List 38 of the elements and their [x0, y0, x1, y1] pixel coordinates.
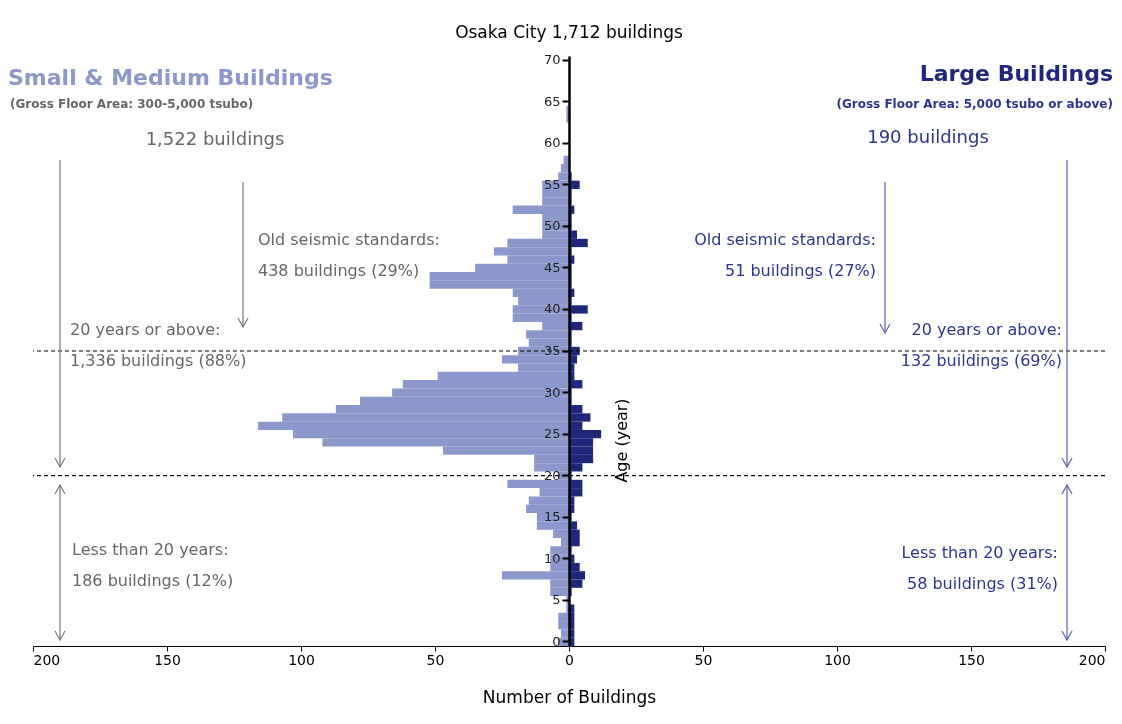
x-tick-label: 50: [694, 651, 713, 668]
text: Small & Medium Buildings: [8, 65, 333, 90]
y-tick-label: 65: [543, 93, 561, 109]
x-axis-title: Number of Buildings: [482, 686, 657, 707]
annotation: (Gross Floor Area: 5,000 tsubo or above): [836, 97, 1113, 111]
y-tick-label: 25: [543, 426, 561, 442]
y-tick-label: 5: [552, 592, 561, 608]
x-tick-label: 150: [154, 651, 181, 668]
y-tick-label: 40: [543, 301, 561, 317]
text: Large Buildings: [919, 61, 1113, 86]
y-tick-label: 15: [543, 509, 561, 525]
annotation: 190 buildings: [867, 126, 989, 147]
y-axis-title: Age (year): [611, 398, 631, 483]
y-tick-label: 0: [552, 633, 561, 649]
annotation: 20 years or above: 132 buildings (69%): [900, 320, 1062, 370]
annotation: Old seismic standards: 438 buildings (29%): [258, 230, 440, 280]
y-tick-label: 50: [543, 218, 561, 234]
y-tick-label: 30: [543, 384, 561, 400]
annotation: 1,522 buildings: [145, 128, 285, 149]
x-tick-label: 100: [824, 651, 851, 668]
annotation: Less than 20 years: 58 buildings (31%): [901, 543, 1058, 593]
y-tick-label: 20: [543, 467, 561, 483]
annotation: (Gross Floor Area: 300-5,000 tsubo): [10, 97, 254, 111]
x-tick-label: 200: [1078, 651, 1106, 668]
y-tick-label: 55: [543, 176, 561, 192]
x-tick-label: 0: [565, 651, 574, 668]
y-tick-label: 70: [543, 52, 561, 68]
annotation: Old seismic standards: 51 buildings (27%): [694, 230, 876, 280]
y-tick-label: 60: [543, 135, 561, 151]
x-tick-label: 200: [33, 651, 61, 668]
chart-title: Osaka City 1,712 buildings: [455, 21, 684, 42]
x-tick-label: 100: [288, 651, 315, 668]
y-tick-label: 45: [543, 259, 561, 275]
annotation: 20 years or above: 1,336 buildings (88%): [70, 320, 247, 370]
x-tick-label: 50: [426, 651, 445, 668]
y-tick-label: 35: [543, 343, 561, 358]
x-tick-label: 150: [958, 651, 985, 668]
annotation: Less than 20 years: 186 buildings (12%): [72, 540, 234, 590]
